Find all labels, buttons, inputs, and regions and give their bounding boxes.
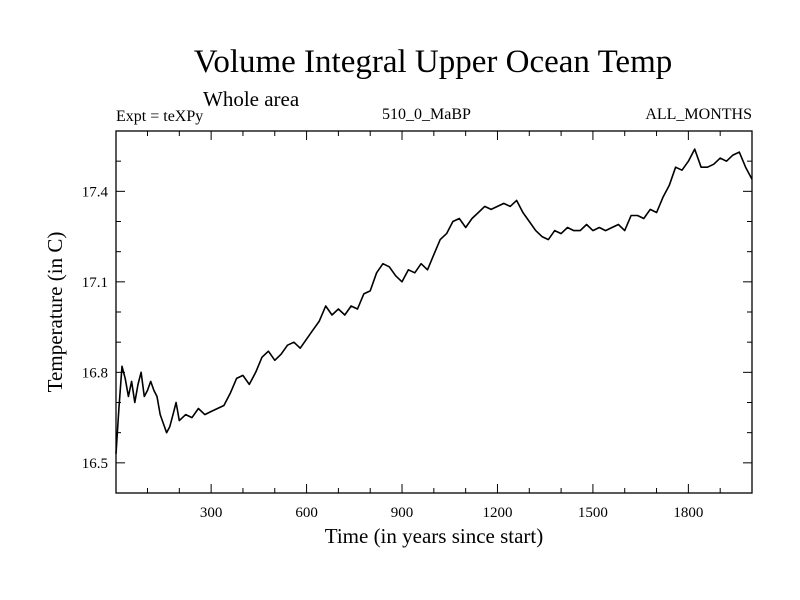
y-tick-label: 17.1 [82,275,108,291]
y-axis-label: Temperature (in C) [43,232,67,393]
temperature-series-line [115,148,753,454]
chart-title: Volume Integral Upper Ocean Temp [193,44,673,80]
experiment-label: Expt = teXPy [116,108,204,125]
x-tick-label: 300 [200,505,223,521]
x-tick-label: 600 [295,505,318,521]
x-tick-label: 1500 [578,505,608,521]
tick-labels: 300 600 900 1200 1500 1800 16.5 16.8 17.1 17.4 [82,184,704,521]
x-tick-label: 1200 [482,505,512,521]
plot-frame [115,130,753,494]
period-label: 510_0_MaBP [382,106,471,123]
y-tick-label: 16.8 [82,365,108,381]
x-axis-label: Time (in years since start) [325,524,544,548]
x-tick-label: 900 [391,505,414,521]
chart-subtitle: Whole area [203,87,300,111]
x-tick-label: 1800 [673,505,703,521]
y-tick-label: 17.4 [82,184,109,200]
months-label: ALL_MONTHS [645,106,752,123]
axis-ticks [116,131,752,493]
y-tick-label: 16.5 [82,456,108,472]
